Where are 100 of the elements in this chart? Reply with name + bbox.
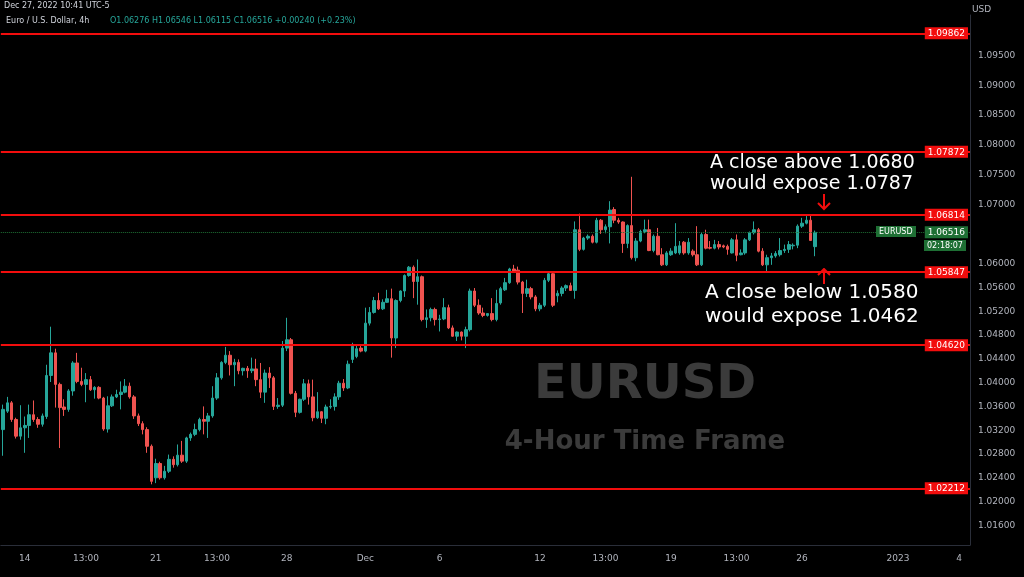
candlestick (359, 344, 363, 353)
candlestick (551, 272, 555, 308)
candlestick (263, 369, 267, 404)
text: 4-Hour Time Frame (504, 425, 786, 455)
candlestick (89, 375, 92, 392)
x-tick-label: 13:00 (723, 552, 750, 563)
candlestick (765, 254, 769, 272)
candlestick (246, 365, 249, 379)
candlestick (75, 352, 79, 384)
candlestick (652, 233, 655, 253)
candlestick (599, 218, 603, 235)
candlestick (713, 239, 716, 250)
x-tick-label: 28 (281, 552, 293, 563)
y-tick-label: 1.09000 (978, 79, 1016, 90)
ref-line-label: 1.05847 (927, 267, 965, 278)
candlestick (695, 225, 699, 267)
candlestick (608, 200, 612, 244)
candlestick (84, 372, 88, 403)
x-tick-label: Dec (356, 552, 375, 563)
text: EURUSD (533, 353, 757, 409)
candlestick (460, 330, 463, 341)
annotation: A close above 1.0680 would expose 1.0787 (710, 150, 915, 193)
annotation: A close below 1.0580 would expose 1.0462 (705, 279, 919, 327)
y-tick-label: 1.05600 (978, 281, 1016, 292)
y-tick-label: 1.02000 (978, 495, 1016, 506)
candlestick (726, 244, 729, 256)
candlestick (237, 358, 240, 375)
candlestick (390, 288, 393, 359)
candlestick (351, 342, 354, 364)
candlestick (158, 461, 162, 481)
x-tick-label: 2023 (886, 552, 910, 563)
x-tick-label: 14 (19, 552, 31, 563)
candlestick (320, 410, 323, 424)
x-tick-label: 13:00 (592, 552, 619, 563)
ref-line-label: 1.09862 (927, 28, 965, 39)
candlestick (342, 378, 345, 392)
candlestick (228, 350, 232, 376)
x-tick-label: 21 (150, 552, 162, 563)
candlestick (591, 233, 594, 244)
candlestick (316, 391, 319, 420)
candlestick (241, 367, 245, 376)
candlestick (687, 237, 690, 256)
candlestick (525, 279, 529, 298)
y-tick-label: 1.06000 (978, 258, 1016, 269)
ref-line-label: 1.06516 (927, 227, 966, 238)
x-tick-label: 19 (665, 552, 677, 563)
candlestick (172, 455, 175, 469)
candlestick (569, 282, 572, 292)
y-axis-title: USD (972, 3, 992, 14)
y-tick-label: 1.08000 (978, 139, 1016, 150)
x-tick-label: 6 (436, 552, 443, 563)
candlestick (377, 292, 380, 311)
y-tick-label: 1.02400 (978, 472, 1016, 483)
candlestick (704, 229, 708, 250)
y-tick-label: 1.07000 (978, 198, 1016, 209)
annotation: O1.06276 H1.06546 L1.06115 C1.06516 +0.00240 (+0.23%) (110, 16, 356, 25)
y-tick-label: 1.03600 (978, 400, 1016, 411)
candlestick (364, 307, 367, 353)
candlestick (735, 233, 738, 262)
x-tick-label: 4 (956, 552, 963, 563)
candlestick (809, 215, 812, 242)
candlestick (233, 358, 236, 387)
candlestick (202, 405, 206, 435)
y-tick-label: 1.08500 (978, 109, 1016, 120)
candlestick (486, 312, 489, 318)
candlestick (787, 240, 791, 254)
y-tick-label: 1.02800 (978, 448, 1016, 459)
ref-line-label: 1.06814 (927, 209, 966, 220)
y-tick-label: 1.05200 (978, 305, 1016, 316)
x-tick-label: 13:00 (203, 552, 231, 563)
annotation: 02:18:07 (924, 240, 966, 251)
candlestick (573, 220, 577, 300)
y-tick-label: 1.04800 (978, 329, 1016, 340)
candlestick (176, 443, 179, 467)
candlestick (730, 237, 734, 255)
candlestick (185, 436, 188, 464)
candlestick (455, 330, 459, 342)
text: Dec 27, 2022 10:41 UTC-5 (4, 1, 110, 10)
candlestick (717, 240, 721, 250)
candlestick (630, 176, 633, 260)
candlestick (595, 217, 598, 244)
ref-line-label: 1.02212 (927, 483, 965, 494)
candlestick (180, 440, 184, 464)
candlestick (626, 223, 629, 249)
candlestick (119, 380, 123, 410)
y-tick-label: 1.01600 (978, 519, 1016, 530)
candlestick (778, 237, 782, 257)
x-tick-label: 12 (534, 552, 546, 563)
candlestick (682, 240, 686, 256)
y-tick-label: 1.04000 (978, 377, 1016, 388)
annotation: Euro / U.S. Dollar, 4h (6, 16, 90, 25)
candlestick (647, 219, 651, 252)
candlestick (564, 283, 568, 292)
annotation: EURUSD (876, 226, 916, 237)
candlestick (346, 360, 350, 390)
ref-line-label: 1.04620 (927, 340, 966, 351)
candlestick (813, 230, 817, 257)
ref-line-label: 1.07872 (927, 146, 965, 157)
candlestick (490, 297, 494, 322)
candlestick (355, 344, 358, 359)
